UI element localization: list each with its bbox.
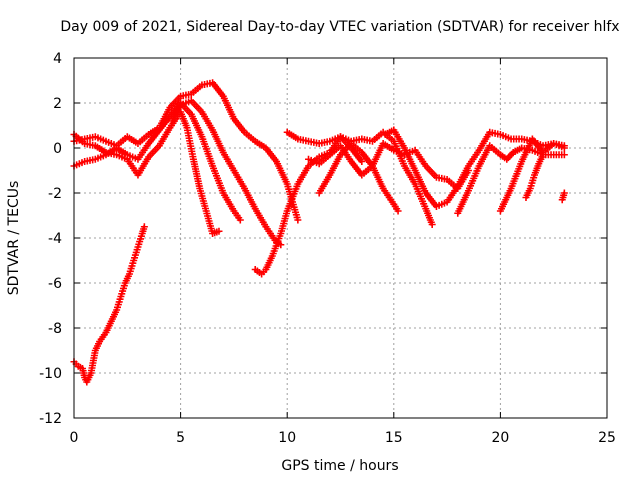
y-tick-label: 4 (53, 51, 62, 67)
y-tick-label: -8 (48, 321, 62, 337)
y-axis-label: SDTVAR / TECUs (6, 181, 22, 296)
x-axis-ticks: 0 5 10 15 20 25 (70, 58, 616, 446)
x-tick-label: 15 (385, 430, 403, 446)
series-arc-h (315, 140, 402, 215)
data-point (215, 227, 223, 235)
data-point (394, 207, 402, 215)
data-point (428, 221, 436, 228)
data-point (140, 223, 148, 231)
x-tick-label: 0 (70, 430, 79, 446)
data-point (560, 144, 568, 152)
y-tick-label: -6 (48, 276, 62, 292)
data-point (294, 216, 302, 224)
data-point (277, 241, 285, 249)
series-arc-l (522, 151, 547, 201)
y-tick-label: -2 (48, 186, 62, 202)
chart-title: Day 009 of 2021, Sidereal Day-to-day VTE… (60, 19, 619, 35)
x-tick-label: 25 (598, 430, 616, 446)
data-marks (70, 79, 568, 386)
series-arc-d (168, 97, 285, 249)
x-axis-label: GPS time / hours (281, 458, 398, 474)
series-arc-j (454, 142, 568, 217)
x-tick-label: 10 (278, 430, 296, 446)
series-arc-n (70, 223, 148, 386)
y-tick-label: -12 (39, 411, 62, 427)
series-arc-i (381, 126, 568, 210)
series-arc-b (70, 99, 244, 224)
y-tick-label: 2 (53, 96, 62, 112)
y-tick-label: -10 (39, 366, 62, 382)
gridlines (74, 58, 607, 418)
data-point (358, 158, 366, 165)
series-arc-k (496, 135, 568, 215)
y-tick-label: 0 (53, 141, 62, 157)
series-arc-m (558, 189, 568, 204)
data-point (539, 151, 547, 159)
data-point (560, 189, 568, 197)
y-tick-label: -4 (48, 231, 62, 247)
y-axis-ticks: -12 -10 -8 -6 -4 -2 0 2 4 (39, 51, 607, 427)
x-tick-label: 5 (176, 430, 185, 446)
data-point (560, 151, 568, 159)
x-tick-label: 20 (491, 430, 509, 446)
series-arc-f (283, 128, 436, 228)
data-point (236, 216, 244, 224)
